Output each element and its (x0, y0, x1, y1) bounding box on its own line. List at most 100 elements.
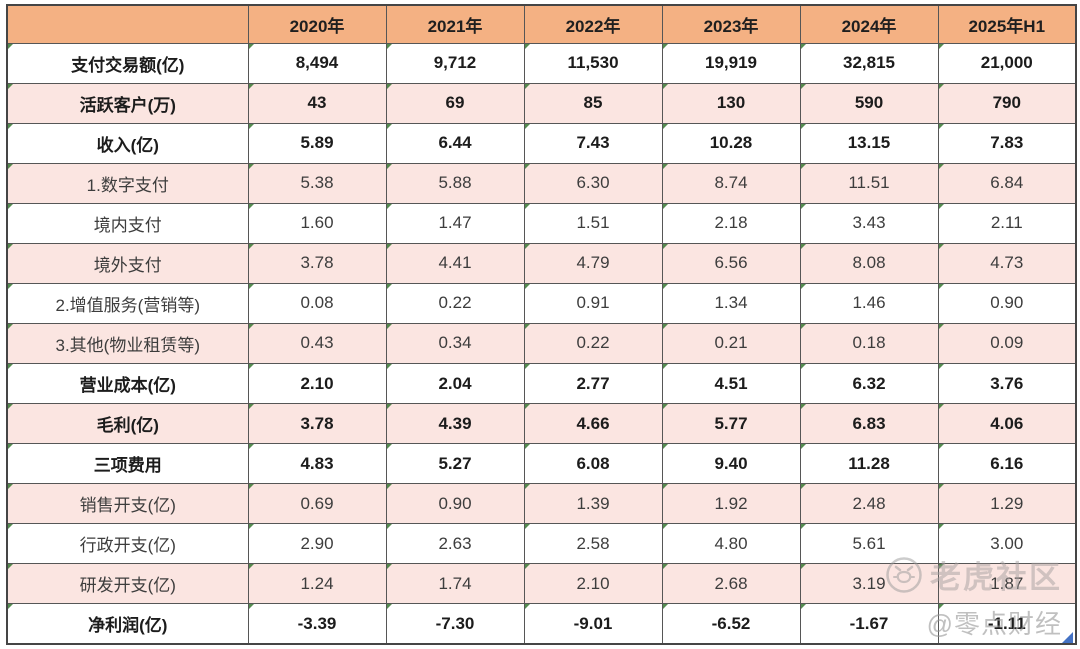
value-cell: 1.24 (247, 563, 387, 605)
value-cell: 1.92 (661, 483, 801, 525)
value-cell: 0.90 (937, 282, 1077, 324)
value-cell: 2.48 (799, 483, 939, 525)
value-cell: 4.51 (661, 362, 801, 405)
value-cell: 2.63 (385, 523, 525, 565)
table-row: 境内支付 1.60 1.47 1.51 2.18 3.43 2.11 (6, 202, 1077, 244)
value-cell: -1.67 (799, 603, 939, 645)
header-year-2020: 2020年 (247, 4, 387, 44)
value-cell: 3.00 (937, 523, 1077, 565)
value-cell: 3.43 (799, 202, 939, 244)
value-cell: 4.73 (937, 242, 1077, 284)
value-cell: 6.08 (523, 443, 663, 485)
value-cell: -3.39 (247, 603, 387, 645)
value-cell: 8.08 (799, 242, 939, 284)
value-cell: 5.61 (799, 523, 939, 565)
value-cell: 3.78 (247, 242, 387, 284)
table-row: 收入(亿) 5.89 6.44 7.43 10.28 13.15 7.83 (6, 122, 1077, 164)
value-cell: 11.51 (799, 162, 939, 204)
value-cell: 0.90 (385, 483, 525, 525)
value-cell: -9.01 (523, 603, 663, 645)
value-cell: 4.39 (385, 403, 525, 445)
value-cell: 6.32 (799, 362, 939, 405)
value-cell: 3.76 (937, 362, 1077, 405)
table-row: 境外支付 3.78 4.41 4.79 6.56 8.08 4.73 (6, 242, 1077, 284)
value-cell: 6.44 (385, 122, 525, 164)
row-label: 活跃客户(万) (6, 82, 249, 124)
value-cell: 9,712 (385, 42, 525, 84)
header-corner-cell (6, 4, 249, 44)
table-row: 2.增值服务(营销等) 0.08 0.22 0.91 1.34 1.46 0.90 (6, 282, 1077, 324)
value-cell: 1.87 (937, 563, 1077, 605)
value-cell: 0.09 (937, 322, 1077, 365)
value-cell: 6.16 (937, 443, 1077, 485)
value-cell: 0.22 (523, 322, 663, 365)
value-cell: 5.89 (247, 122, 387, 164)
row-label: 支付交易额(亿) (6, 42, 249, 84)
table-row: 三项费用 4.83 5.27 6.08 9.40 11.28 6.16 (6, 443, 1077, 485)
value-cell: 6.56 (661, 242, 801, 284)
value-cell: 4.41 (385, 242, 525, 284)
table-row: 销售开支(亿) 0.69 0.90 1.39 1.92 2.48 1.29 (6, 483, 1077, 525)
value-cell: 7.83 (937, 122, 1077, 164)
financial-data-table: 2020年 2021年 2022年 2023年 2024年 2025年H1 支付… (6, 4, 1077, 645)
financial-table-sheet: 2020年 2021年 2022年 2023年 2024年 2025年H1 支付… (6, 4, 1077, 645)
row-label: 销售开支(亿) (6, 483, 249, 525)
value-cell: 19,919 (661, 42, 801, 84)
value-cell: 1.60 (247, 202, 387, 244)
value-cell: 11,530 (523, 42, 663, 84)
value-cell: 2.68 (661, 563, 801, 605)
value-cell: 5.27 (385, 443, 525, 485)
value-cell: 2.58 (523, 523, 663, 565)
value-cell: 0.91 (523, 282, 663, 324)
value-cell: 4.79 (523, 242, 663, 284)
value-cell: 1.47 (385, 202, 525, 244)
value-cell: 69 (385, 82, 525, 124)
value-cell: 3.78 (247, 403, 387, 445)
row-label: 毛利(亿) (6, 403, 249, 445)
row-label: 净利润(亿) (6, 603, 249, 645)
value-cell: 10.28 (661, 122, 801, 164)
table-row: 支付交易额(亿) 8,494 9,712 11,530 19,919 32,815 21,0… (6, 42, 1077, 84)
value-cell: 32,815 (799, 42, 939, 84)
header-year-2021: 2021年 (385, 4, 525, 44)
value-cell: 21,000 (937, 42, 1077, 84)
row-label: 3.其他(物业租赁等) (6, 322, 249, 365)
value-cell: 4.83 (247, 443, 387, 485)
value-cell: 2.11 (937, 202, 1077, 244)
value-cell: 2.77 (523, 362, 663, 405)
value-cell: -6.52 (661, 603, 801, 645)
value-cell: 6.84 (937, 162, 1077, 204)
header-year-2023: 2023年 (661, 4, 801, 44)
header-row: 2020年 2021年 2022年 2023年 2024年 2025年H1 (6, 4, 1077, 44)
value-cell: 0.69 (247, 483, 387, 525)
value-cell: 4.80 (661, 523, 801, 565)
value-cell: 130 (661, 82, 801, 124)
header-year-2025h1: 2025年H1 (937, 4, 1077, 44)
row-label: 2.增值服务(营销等) (6, 282, 249, 324)
value-cell: 7.43 (523, 122, 663, 164)
table-row: 营业成本(亿) 2.10 2.04 2.77 4.51 6.32 3.76 (6, 362, 1077, 405)
value-cell: 11.28 (799, 443, 939, 485)
value-cell: -1.11 (937, 603, 1077, 645)
table-row: 净利润(亿) -3.39 -7.30 -9.01 -6.52 -1.67 -1.11 (6, 603, 1077, 645)
value-cell: -7.30 (385, 603, 525, 645)
selection-fill-handle (1062, 632, 1073, 643)
row-label: 营业成本(亿) (6, 362, 249, 405)
header-year-2024: 2024年 (799, 4, 939, 44)
value-cell: 5.88 (385, 162, 525, 204)
value-cell: 790 (937, 82, 1077, 124)
value-cell: 5.77 (661, 403, 801, 445)
table-row: 3.其他(物业租赁等) 0.43 0.34 0.22 0.21 0.18 0.09 (6, 322, 1077, 365)
row-label: 1.数字支付 (6, 162, 249, 204)
value-cell: 2.10 (247, 362, 387, 405)
value-cell: 3.19 (799, 563, 939, 605)
value-cell: 0.08 (247, 282, 387, 324)
table-row: 1.数字支付 5.38 5.88 6.30 8.74 11.51 6.84 (6, 162, 1077, 204)
value-cell: 85 (523, 82, 663, 124)
value-cell: 8,494 (247, 42, 387, 84)
row-label: 境内支付 (6, 202, 249, 244)
row-label: 境外支付 (6, 242, 249, 284)
value-cell: 9.40 (661, 443, 801, 485)
value-cell: 4.66 (523, 403, 663, 445)
value-cell: 0.34 (385, 322, 525, 365)
